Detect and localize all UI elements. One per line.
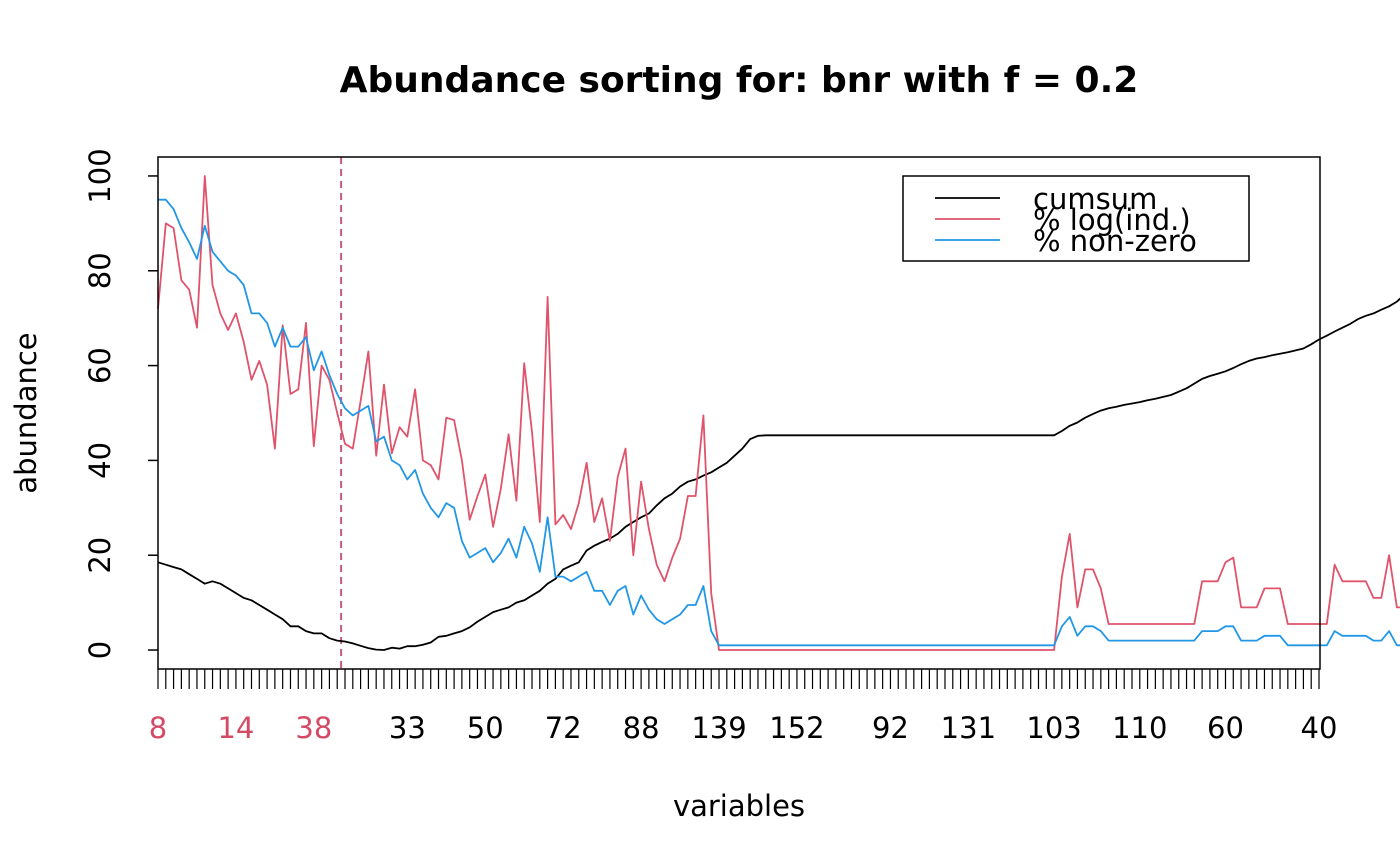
x-tick-label: 110 bbox=[1112, 711, 1167, 745]
x-tick-label: 50 bbox=[467, 711, 504, 745]
y-axis: 0 20 40 60 80 100 bbox=[83, 148, 158, 659]
x-tick-label: 131 bbox=[941, 711, 996, 745]
x-axis: 8 14 38 33 50 72 88 139 152 92 131 103 110 60 40 bbox=[149, 669, 1338, 745]
legend-label-1: % log(ind.) bbox=[1033, 203, 1191, 237]
x-tick-label: 60 bbox=[1207, 711, 1244, 745]
x-tick-label: 38 bbox=[295, 711, 332, 745]
y-tick-label: 40 bbox=[83, 442, 117, 479]
x-tick-label: 152 bbox=[769, 711, 824, 745]
y-tick-label: 60 bbox=[83, 347, 117, 384]
y-axis-label: abundance bbox=[9, 332, 43, 493]
x-tick-label: 72 bbox=[545, 711, 582, 745]
chart-title: Abundance sorting for: bnr with f = 0.2 bbox=[340, 60, 1139, 101]
y-tick-label: 0 bbox=[83, 641, 117, 659]
legend-label-0: cumsum bbox=[1033, 182, 1157, 216]
x-tick-label: 92 bbox=[872, 711, 909, 745]
legend: cumsum% log(ind.)% non-zero bbox=[902, 175, 1250, 262]
x-tick-label: 139 bbox=[691, 711, 746, 745]
y-tick-label: 100 bbox=[83, 148, 117, 203]
series-line-0 bbox=[157, 297, 1400, 651]
y-tick-label: 80 bbox=[83, 252, 117, 289]
x-tick-label: 33 bbox=[389, 711, 426, 745]
x-tick-label: 40 bbox=[1301, 711, 1338, 745]
plot-frame bbox=[157, 156, 1321, 670]
series-line-2 bbox=[158, 198, 1400, 647]
x-tick-label: 14 bbox=[217, 711, 254, 745]
x-tick-label: 103 bbox=[1026, 711, 1081, 745]
x-tick-label: 88 bbox=[623, 711, 660, 745]
x-axis-label: variables bbox=[673, 789, 805, 823]
legend-label-2: % non-zero bbox=[1033, 224, 1197, 258]
y-tick-label: 20 bbox=[83, 537, 117, 574]
x-tick-label: 8 bbox=[149, 711, 167, 745]
